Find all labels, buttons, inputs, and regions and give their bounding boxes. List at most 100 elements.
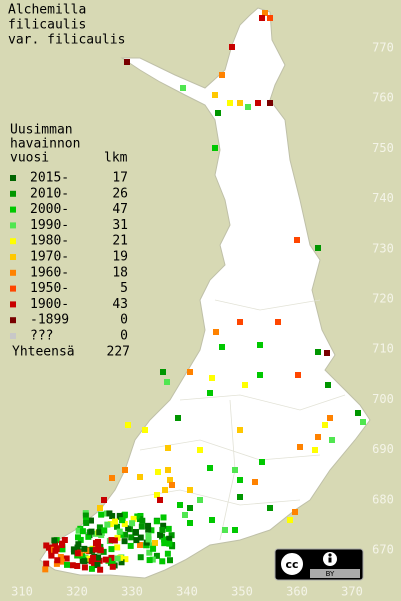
- observation-dot: [88, 565, 95, 572]
- observation-dot: [164, 550, 171, 557]
- observation-dot: [108, 537, 115, 544]
- observation-dot: [329, 437, 335, 443]
- observation-dot: [95, 543, 102, 550]
- observation-dot: [117, 531, 124, 538]
- observation-dot: [96, 557, 103, 564]
- legend-swatch: [10, 317, 16, 324]
- y-coord-label: 710: [372, 342, 394, 356]
- observation-dot: [165, 525, 172, 532]
- observation-dot: [88, 528, 95, 535]
- observation-dot: [58, 558, 65, 565]
- x-coord-label: 310: [11, 585, 33, 599]
- legend-swatch: [10, 190, 16, 197]
- observation-dot: [159, 526, 166, 533]
- observation-dot: [101, 497, 107, 503]
- observation-dot: [122, 531, 129, 538]
- observation-dot: [166, 535, 173, 542]
- observation-dot: [85, 533, 92, 540]
- observation-dot: [64, 561, 71, 568]
- observation-dot: [137, 512, 144, 519]
- observation-dot: [152, 540, 158, 546]
- observation-dot: [134, 513, 141, 520]
- observation-dot: [213, 329, 219, 335]
- observation-dot: [43, 542, 50, 549]
- observation-dot: [222, 527, 228, 533]
- observation-dot: [94, 562, 101, 569]
- observation-dot: [182, 512, 188, 518]
- legend-count-header: lkm: [104, 151, 128, 166]
- observation-dot: [166, 540, 173, 547]
- observation-dot: [128, 534, 135, 541]
- observation-dot: [52, 541, 59, 548]
- x-coord-label: 320: [66, 585, 88, 599]
- observation-dot: [237, 477, 243, 483]
- observation-dot: [295, 372, 301, 378]
- legend-label: 1960-: [30, 265, 69, 280]
- observation-dot: [187, 505, 193, 511]
- observation-dot: [129, 520, 136, 527]
- legend-count: 19: [112, 250, 128, 265]
- legend-total-label: Yhteensä: [12, 344, 75, 359]
- legend-count: 17: [112, 171, 128, 186]
- x-coord-label: 360: [286, 585, 308, 599]
- observation-dot: [324, 350, 330, 356]
- observation-dot: [164, 379, 170, 385]
- observation-dot: [159, 558, 166, 565]
- legend-swatch: [10, 333, 16, 339]
- observation-dot: [121, 512, 128, 519]
- observation-dot: [107, 521, 114, 528]
- observation-dot: [160, 522, 167, 529]
- observation-dot: [137, 474, 143, 480]
- y-coord-label: 700: [372, 392, 394, 406]
- y-coord-label: 770: [372, 41, 394, 55]
- legend-count: 47: [112, 202, 128, 217]
- observation-dot: [59, 546, 66, 553]
- observation-dot: [101, 527, 108, 534]
- legend-swatch: [10, 222, 16, 229]
- observation-dot: [87, 517, 94, 524]
- legend-count: 26: [112, 186, 128, 201]
- legend-label: 2015-: [30, 171, 69, 186]
- observation-dot: [81, 545, 88, 552]
- observation-dot: [142, 427, 148, 433]
- observation-dot: [43, 560, 50, 567]
- legend-header: havainnon: [10, 137, 80, 152]
- y-coord-label: 670: [372, 543, 394, 557]
- observation-dot: [292, 509, 298, 515]
- observation-dot: [146, 549, 153, 556]
- observation-dot: [74, 562, 81, 569]
- observation-dot: [162, 487, 168, 493]
- observation-dot: [275, 319, 281, 325]
- observation-dot: [51, 537, 58, 544]
- observation-dot: [215, 110, 221, 116]
- observation-dot: [81, 558, 88, 565]
- observation-dot: [219, 72, 225, 78]
- y-coord-label: 730: [372, 241, 394, 255]
- observation-dot: [237, 427, 243, 433]
- observation-dot: [75, 527, 82, 534]
- observation-dot: [58, 541, 65, 548]
- legend-label: ???: [30, 329, 53, 344]
- observation-dot: [227, 100, 233, 106]
- x-coord-label: 370: [341, 585, 363, 599]
- observation-dot: [168, 532, 175, 539]
- observation-dot: [96, 529, 103, 536]
- observation-dot: [137, 542, 143, 548]
- observation-dot: [229, 44, 235, 50]
- license-text: BY: [326, 570, 335, 578]
- observation-dot: [92, 546, 99, 553]
- observation-dot: [157, 531, 164, 538]
- observation-dot: [79, 528, 86, 535]
- observation-dot: [116, 528, 123, 535]
- observation-dot: [207, 465, 213, 471]
- observation-dot: [197, 447, 203, 453]
- observation-dot: [187, 369, 193, 375]
- legend-count: 43: [112, 297, 128, 312]
- observation-dot: [98, 511, 105, 518]
- observation-dot: [207, 390, 213, 396]
- observation-dot: [75, 534, 82, 541]
- observation-dot: [97, 566, 104, 573]
- observation-dot: [219, 344, 225, 350]
